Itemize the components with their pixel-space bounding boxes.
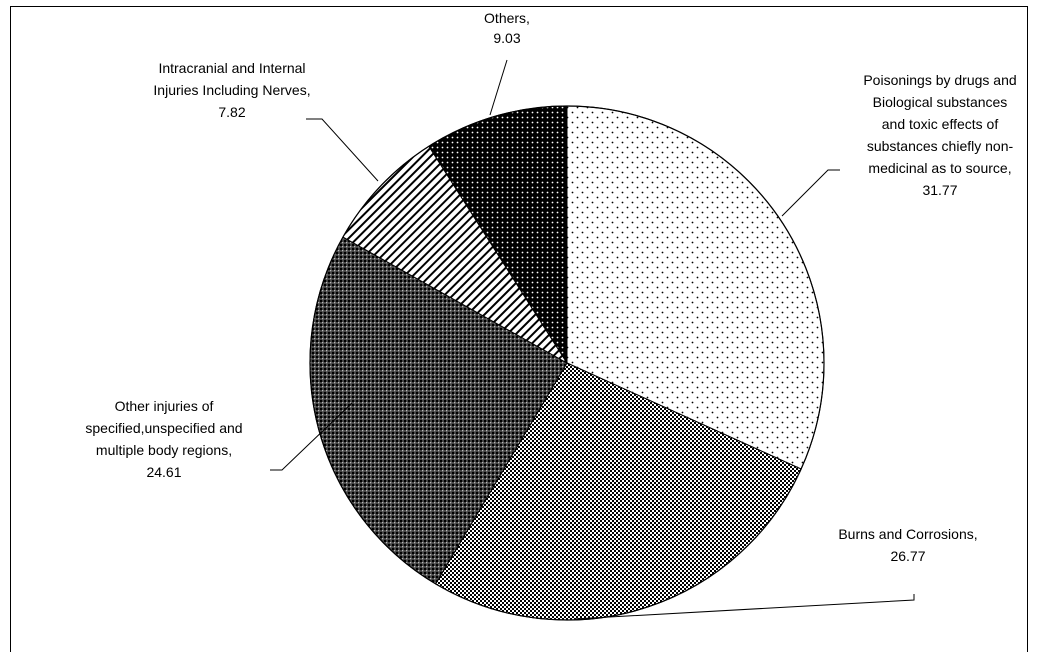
pie-outline <box>309 105 825 621</box>
leader-line-2 <box>573 594 915 620</box>
slice-category-label-1: medicinal as to source, <box>868 160 1011 176</box>
slice-category-label-1: Poisonings by drugs and <box>863 72 1016 88</box>
leader-line-3 <box>270 402 353 471</box>
slice-value-label-1: 31.77 <box>922 182 957 198</box>
slice-category-label-4: Intracranial and Internal <box>158 60 305 76</box>
slice-value-label-5: 9.03 <box>493 30 520 46</box>
slice-category-label-4: Injuries Including Nerves, <box>153 82 310 98</box>
leader-line-4 <box>306 118 379 182</box>
slice-category-label-3: Other injuries of <box>115 398 214 414</box>
slice-value-label-4: 7.82 <box>218 104 245 120</box>
slice-category-label-3: specified,unspecified and <box>85 420 242 436</box>
slice-category-label-2: Burns and Corrosions, <box>838 526 977 542</box>
slice-category-label-1: Biological substances <box>873 94 1008 110</box>
slice-category-label-1: and toxic effects of <box>882 116 999 132</box>
slice-value-label-3: 24.61 <box>146 464 181 480</box>
leader-line-5 <box>489 59 508 116</box>
slice-category-label-5: Others, <box>484 10 530 26</box>
chart-frame <box>10 6 1028 652</box>
leader-line-1 <box>781 169 840 217</box>
slice-category-label-3: multiple body regions, <box>96 442 232 458</box>
slice-value-label-2: 26.77 <box>890 548 925 564</box>
slice-category-label-1: substances chiefly non- <box>867 138 1014 154</box>
